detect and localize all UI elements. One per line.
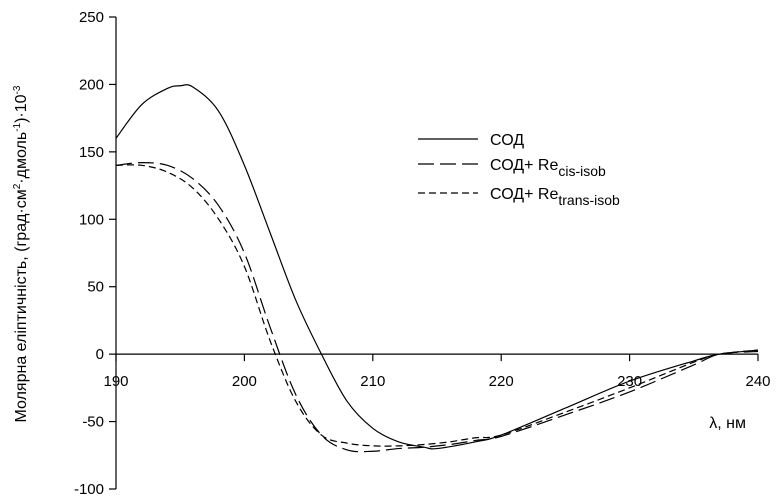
series-line-2 (115, 162, 759, 453)
x-tick-label: 220 (489, 373, 514, 390)
x-axis-title: λ, нм (709, 415, 746, 432)
legend-label-1: СОД (490, 132, 524, 149)
x-tick-label: 210 (360, 373, 385, 390)
y-tick-label: 250 (79, 9, 104, 26)
legend-label-3: СОД+ Retrans-isob (490, 186, 620, 208)
y-axis-title-part-c: )·10 (13, 94, 30, 123)
legend-label-2: СОД+ Recis-isob (490, 157, 606, 179)
series-line-3 (115, 164, 759, 447)
series-line-1 (115, 84, 759, 450)
legend: СОД СОД+ Recis-isob СОД+ Retrans-isob (418, 132, 620, 208)
y-tick-label: 150 (79, 144, 104, 161)
x-tick-label: 240 (745, 373, 770, 390)
y-tick-label: 50 (87, 279, 104, 296)
y-axis-title-part-a: Молярна еліптичність, (град·см (13, 189, 30, 422)
y-axis-title-sup-1: 2 (12, 183, 23, 189)
y-tick-label: 0 (96, 346, 104, 363)
y-axis-title-sup-2: -1 (12, 122, 23, 131)
y-tick-label: 200 (79, 76, 104, 93)
y-axis-title: Молярна еліптичність, (град·см2·дмоль-1)… (12, 85, 30, 422)
y-tick-label: -100 (74, 481, 104, 498)
y-tick-label: -50 (82, 414, 104, 431)
y-tick-label: 100 (79, 211, 104, 228)
series-group (115, 84, 759, 453)
x-tick-label: 200 (232, 373, 257, 390)
y-axis-title-sup-3: -3 (12, 85, 23, 94)
y-axis-title-part-b: ·дмоль (13, 132, 30, 184)
x-tick-label: 190 (103, 373, 128, 390)
